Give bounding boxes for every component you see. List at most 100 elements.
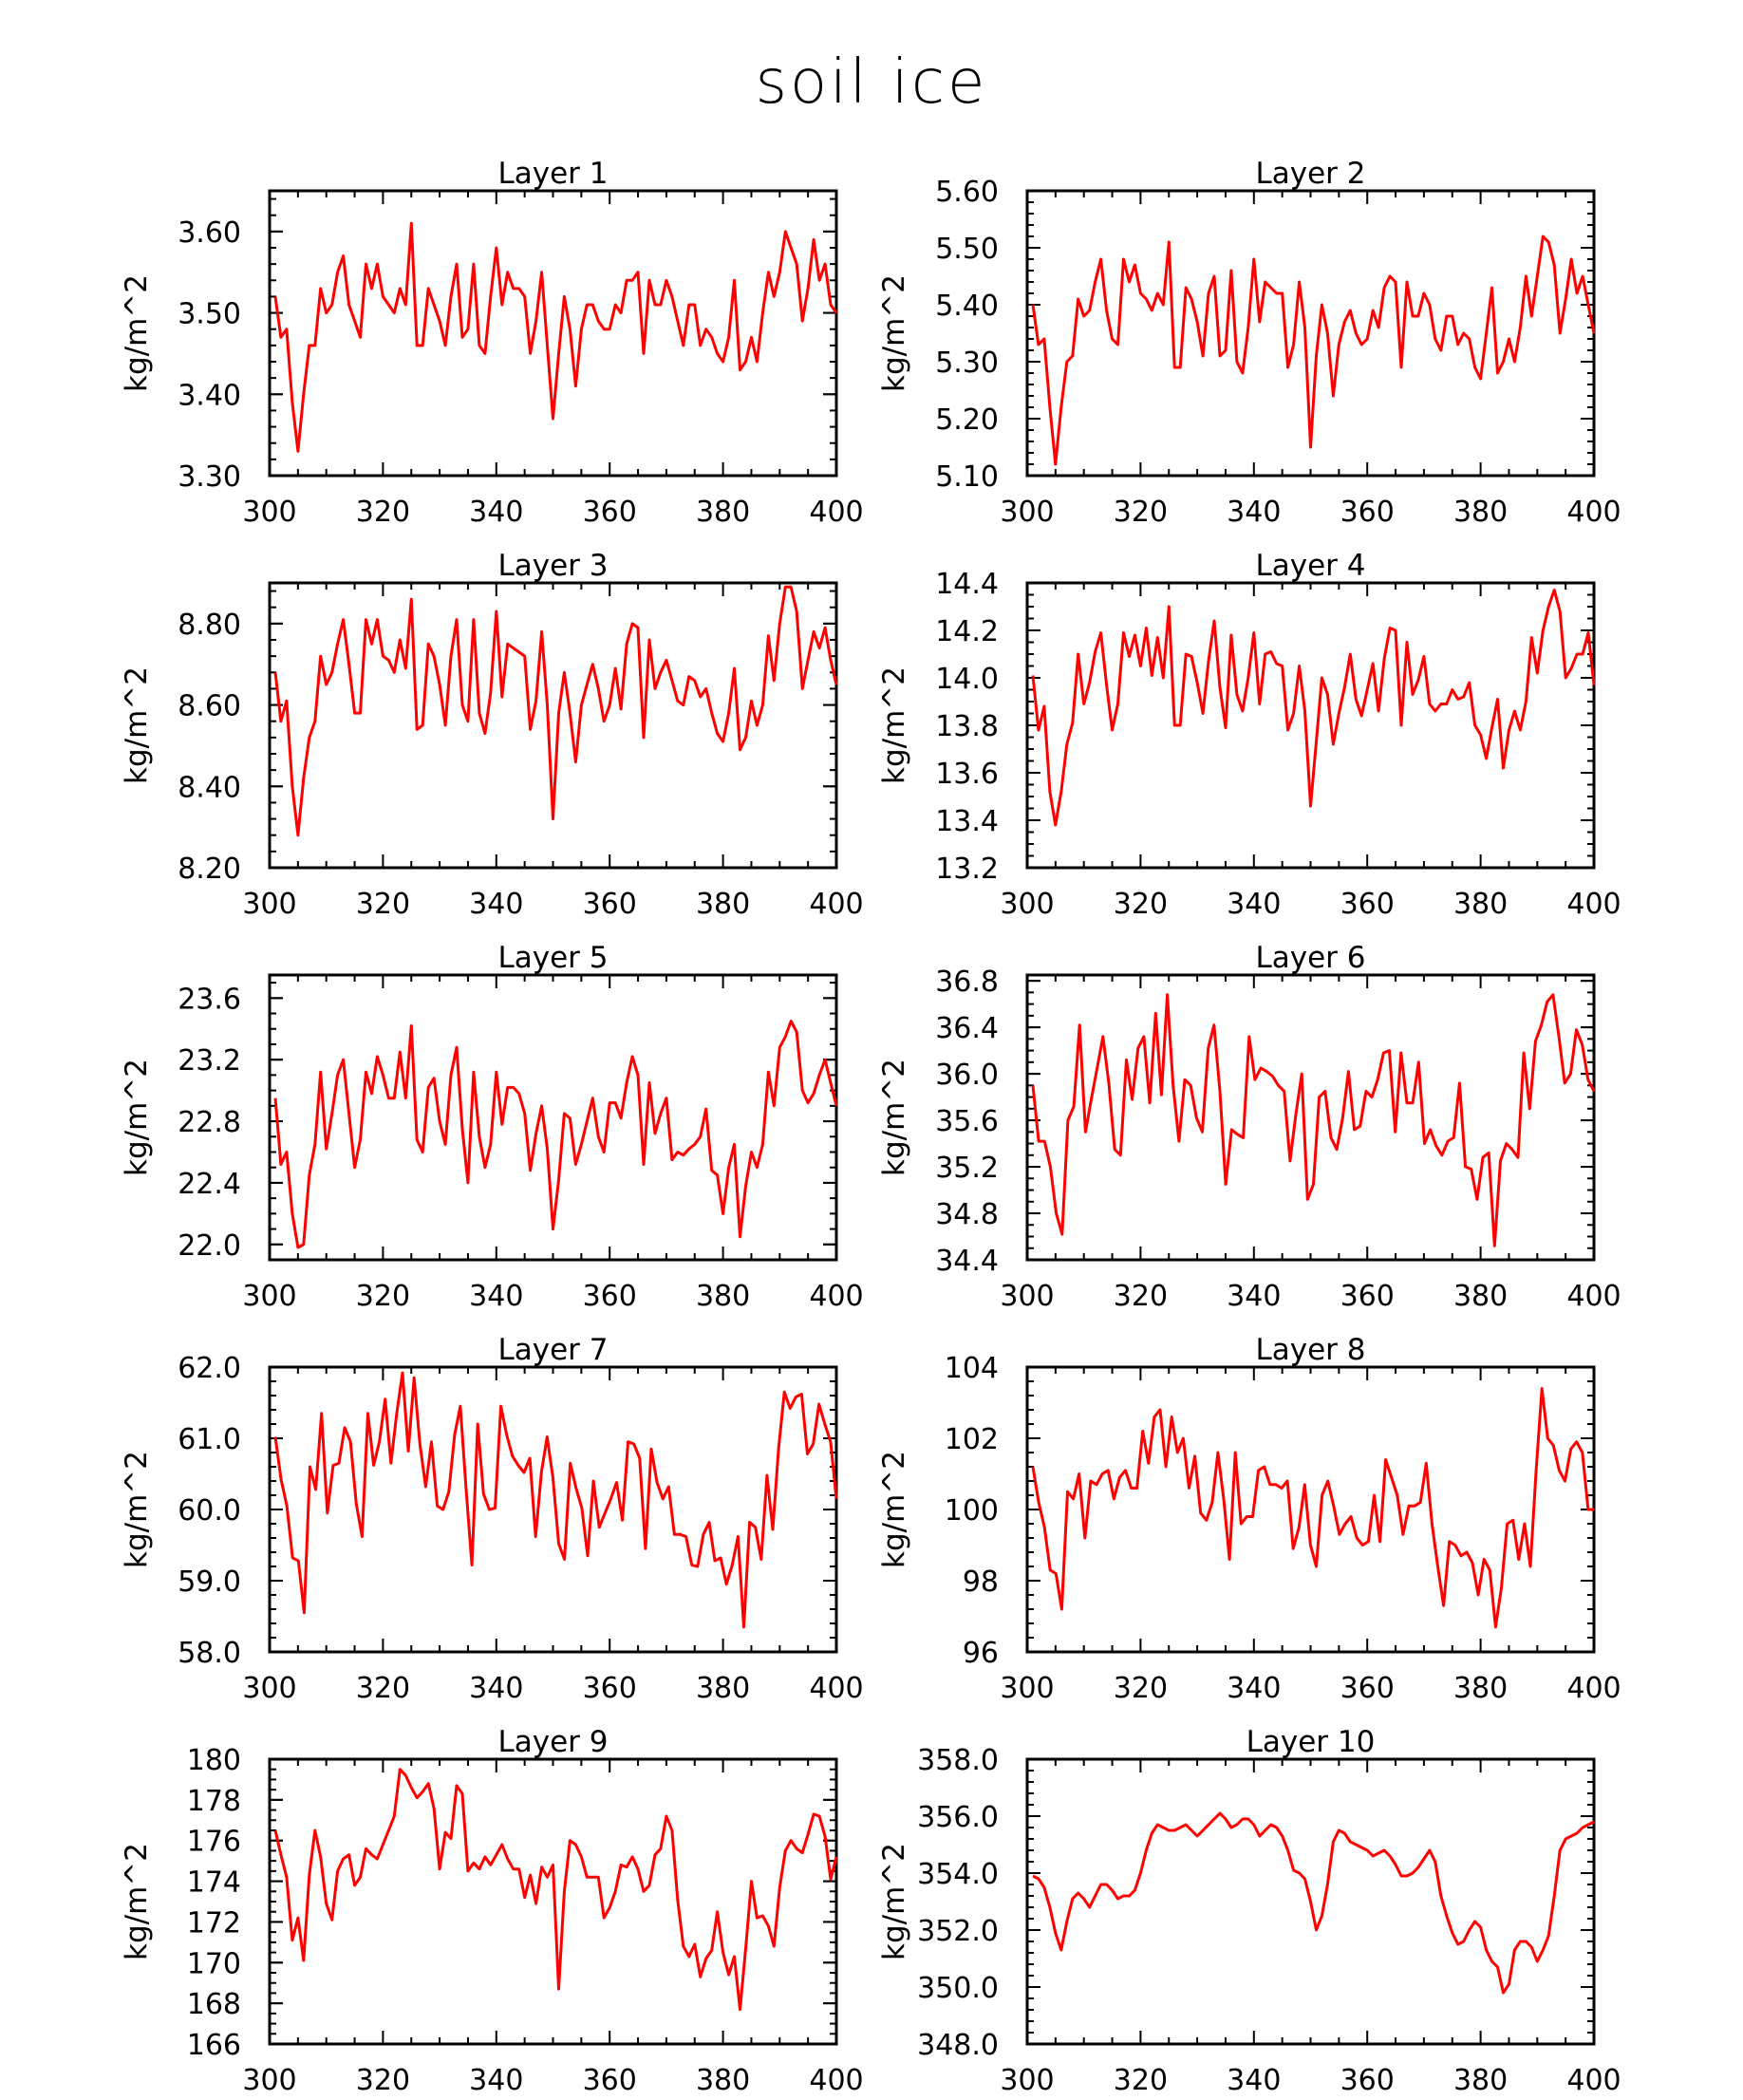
y-tick-label: 8.80 bbox=[178, 609, 241, 642]
x-tick-label: 320 bbox=[1114, 1280, 1168, 1313]
y-axis-label: kg/m^2 bbox=[877, 1059, 911, 1176]
x-tick-label: 340 bbox=[469, 496, 523, 529]
x-tick-label: 400 bbox=[1566, 496, 1621, 529]
y-tick-label: 14.4 bbox=[935, 568, 999, 601]
y-tick-label: 178 bbox=[187, 1785, 241, 1818]
x-tick-label: 360 bbox=[1340, 496, 1395, 529]
figure-title: soil ice bbox=[756, 47, 988, 118]
series-line bbox=[1031, 1387, 1594, 1629]
y-tick-label: 61.0 bbox=[178, 1423, 241, 1456]
x-tick-label: 320 bbox=[356, 496, 410, 529]
y-axis-label: kg/m^2 bbox=[877, 1843, 911, 1960]
panel-layer-8: Layer 8 kg/m^2 300 320 340 360 380 400 96 98 100 10… bbox=[877, 1333, 1621, 1705]
panel-title: Layer 6 bbox=[1255, 941, 1365, 975]
x-tick-label: 380 bbox=[696, 496, 750, 529]
y-tick-label: 348.0 bbox=[917, 2029, 999, 2062]
x-tick-label: 300 bbox=[242, 1280, 296, 1313]
series-line bbox=[1031, 993, 1596, 1247]
x-tick-label: 340 bbox=[1227, 1672, 1281, 1705]
y-tick-label: 36.0 bbox=[935, 1059, 999, 1092]
y-axis-label: kg/m^2 bbox=[120, 1059, 154, 1176]
y-tick-label: 5.20 bbox=[935, 403, 999, 437]
y-tick-label: 62.0 bbox=[178, 1352, 241, 1385]
y-tick-label: 22.8 bbox=[178, 1106, 241, 1139]
x-tick-label: 300 bbox=[242, 496, 296, 529]
y-tick-label: 166 bbox=[187, 2029, 241, 2062]
y-tick-label: 13.8 bbox=[935, 710, 999, 743]
x-tick-label: 380 bbox=[1453, 1672, 1508, 1705]
y-tick-label: 36.8 bbox=[935, 966, 999, 999]
panel-title: Layer 5 bbox=[497, 941, 608, 975]
y-tick-label: 5.60 bbox=[935, 176, 999, 209]
x-tick-label: 340 bbox=[1227, 2064, 1281, 2097]
y-tick-label: 58.0 bbox=[178, 1637, 241, 1670]
x-tick-label: 400 bbox=[1566, 1280, 1621, 1313]
x-tick-label: 340 bbox=[469, 1280, 523, 1313]
y-tick-label: 13.6 bbox=[935, 758, 999, 791]
y-tick-label: 23.6 bbox=[178, 983, 241, 1016]
y-axis-label: kg/m^2 bbox=[877, 274, 911, 392]
x-tick-label: 360 bbox=[1340, 2064, 1395, 2097]
x-tick-label: 400 bbox=[1566, 2064, 1621, 2097]
y-tick-label: 60.0 bbox=[178, 1494, 241, 1528]
y-axis-label: kg/m^2 bbox=[877, 1451, 911, 1568]
y-axis-label: kg/m^2 bbox=[120, 274, 154, 392]
y-tick-label: 3.40 bbox=[178, 379, 241, 412]
plot-frame bbox=[268, 189, 838, 478]
panel-title: Layer 7 bbox=[497, 1333, 608, 1367]
panel-title: Layer 10 bbox=[1246, 1725, 1376, 1759]
x-tick-label: 360 bbox=[583, 496, 637, 529]
y-tick-label: 174 bbox=[187, 1866, 241, 1900]
x-tick-label: 380 bbox=[696, 888, 750, 921]
x-tick-label: 320 bbox=[1114, 2064, 1168, 2097]
x-tick-label: 340 bbox=[1227, 888, 1281, 921]
panel-layer-1: Layer 1 kg/m^2 300 320 340 360 380 400 3.30 3.40 3… bbox=[120, 157, 864, 529]
x-tick-label: 340 bbox=[469, 888, 523, 921]
panel-title: Layer 1 bbox=[497, 157, 608, 191]
panel-title: Layer 4 bbox=[1255, 549, 1365, 583]
y-tick-label: 22.4 bbox=[178, 1168, 241, 1201]
x-tick-label: 340 bbox=[469, 2064, 523, 2097]
x-tick-label: 400 bbox=[809, 888, 863, 921]
y-tick-label: 5.10 bbox=[935, 460, 999, 494]
y-tick-label: 14.0 bbox=[935, 663, 999, 696]
y-axis-label: kg/m^2 bbox=[877, 666, 911, 784]
y-tick-label: 13.2 bbox=[935, 853, 999, 886]
y-tick-label: 356.0 bbox=[917, 1801, 999, 1834]
x-tick-label: 320 bbox=[356, 888, 410, 921]
x-tick-label: 300 bbox=[242, 2064, 296, 2097]
series-line bbox=[1031, 589, 1596, 827]
x-tick-label: 320 bbox=[1114, 496, 1168, 529]
panel-title: Layer 8 bbox=[1255, 1333, 1365, 1367]
x-tick-label: 360 bbox=[583, 888, 637, 921]
y-tick-label: 3.50 bbox=[178, 298, 241, 331]
x-tick-label: 340 bbox=[1227, 1280, 1281, 1313]
series-line bbox=[1032, 1811, 1595, 1995]
y-tick-label: 14.2 bbox=[935, 615, 999, 648]
x-tick-label: 300 bbox=[1000, 1672, 1054, 1705]
panel-layer-7: Layer 7 kg/m^2 300 320 340 360 380 400 58.0 59.0 6… bbox=[120, 1333, 864, 1705]
y-tick-label: 34.8 bbox=[935, 1198, 999, 1231]
y-tick-label: 36.4 bbox=[935, 1012, 999, 1045]
y-tick-label: 350.0 bbox=[917, 1972, 999, 2005]
panel-layer-3: Layer 3 kg/m^2 300 320 340 360 380 400 8.20 8.40 8… bbox=[120, 549, 864, 921]
x-tick-label: 360 bbox=[1340, 1672, 1395, 1705]
x-tick-label: 360 bbox=[1340, 1280, 1395, 1313]
y-tick-label: 3.30 bbox=[178, 460, 241, 494]
series-line bbox=[273, 221, 838, 453]
panel-layer-10: Layer 10 kg/m^2 300 320 340 360 380 400 348.0 350… bbox=[877, 1725, 1621, 2097]
y-tick-label: 5.40 bbox=[935, 290, 999, 323]
x-tick-label: 340 bbox=[1227, 496, 1281, 529]
y-tick-label: 22.0 bbox=[178, 1229, 241, 1263]
y-tick-label: 172 bbox=[187, 1906, 241, 1940]
x-tick-label: 380 bbox=[1453, 496, 1508, 529]
series-line bbox=[273, 585, 838, 837]
panel-layer-2: Layer 2 kg/m^2 300 320 340 360 380 400 5.10 5.20 5… bbox=[877, 157, 1621, 529]
x-tick-label: 400 bbox=[809, 2064, 863, 2097]
y-tick-label: 35.6 bbox=[935, 1105, 999, 1138]
x-tick-label: 400 bbox=[1566, 888, 1621, 921]
panel-layer-4: Layer 4 kg/m^2 300 320 340 360 380 400 13.2 13.4 1… bbox=[877, 549, 1621, 921]
y-tick-label: 176 bbox=[187, 1826, 241, 1859]
plot-frame bbox=[268, 1365, 838, 1654]
